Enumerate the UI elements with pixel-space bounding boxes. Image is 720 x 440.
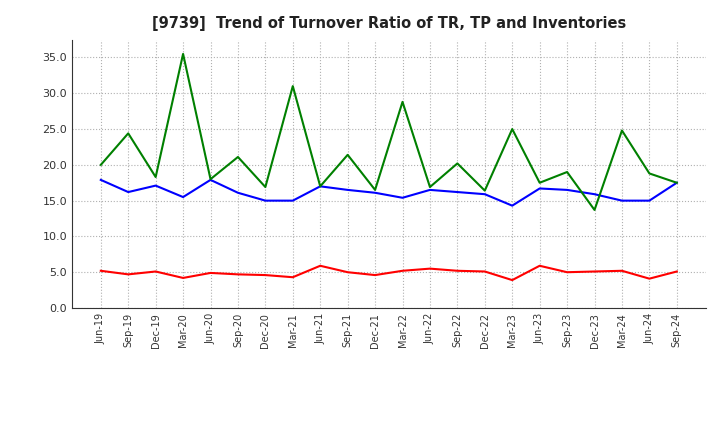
Inventories bbox=[618, 128, 626, 133]
Trade Payables bbox=[316, 183, 325, 189]
Trade Payables bbox=[480, 191, 489, 197]
Trade Payables bbox=[618, 198, 626, 203]
Line: Inventories: Inventories bbox=[101, 54, 677, 210]
Trade Payables bbox=[672, 180, 681, 185]
Trade Payables bbox=[151, 183, 160, 188]
Trade Receivables bbox=[672, 269, 681, 274]
Trade Payables bbox=[371, 190, 379, 195]
Inventories bbox=[261, 184, 270, 190]
Inventories bbox=[151, 174, 160, 180]
Trade Receivables bbox=[508, 278, 516, 283]
Trade Receivables bbox=[453, 268, 462, 273]
Trade Receivables bbox=[480, 269, 489, 274]
Inventories bbox=[453, 161, 462, 166]
Trade Receivables bbox=[124, 272, 132, 277]
Trade Receivables bbox=[536, 263, 544, 268]
Trade Receivables bbox=[96, 268, 105, 273]
Trade Receivables bbox=[233, 272, 242, 277]
Trade Receivables bbox=[371, 272, 379, 278]
Inventories bbox=[371, 187, 379, 193]
Trade Payables bbox=[343, 187, 352, 193]
Trade Receivables bbox=[179, 275, 187, 281]
Inventories bbox=[426, 184, 434, 190]
Inventories bbox=[124, 131, 132, 136]
Trade Receivables bbox=[151, 269, 160, 274]
Trade Payables bbox=[645, 198, 654, 203]
Trade Receivables bbox=[563, 270, 572, 275]
Inventories bbox=[672, 180, 681, 185]
Line: Trade Payables: Trade Payables bbox=[101, 180, 677, 205]
Trade Payables bbox=[289, 198, 297, 203]
Inventories bbox=[536, 180, 544, 185]
Trade Payables bbox=[426, 187, 434, 193]
Inventories bbox=[508, 126, 516, 132]
Inventories bbox=[563, 169, 572, 175]
Trade Payables bbox=[563, 187, 572, 193]
Trade Payables bbox=[206, 177, 215, 183]
Inventories bbox=[316, 183, 325, 189]
Trade Payables bbox=[398, 195, 407, 200]
Inventories bbox=[179, 51, 187, 57]
Line: Trade Receivables: Trade Receivables bbox=[101, 266, 677, 280]
Trade Payables bbox=[590, 191, 599, 197]
Trade Receivables bbox=[316, 263, 325, 268]
Trade Receivables bbox=[206, 270, 215, 275]
Trade Receivables bbox=[343, 270, 352, 275]
Trade Payables bbox=[96, 177, 105, 183]
Inventories bbox=[480, 188, 489, 193]
Trade Payables bbox=[508, 203, 516, 208]
Trade Receivables bbox=[645, 276, 654, 281]
Trade Payables bbox=[179, 194, 187, 200]
Inventories bbox=[398, 99, 407, 105]
Trade Receivables bbox=[398, 268, 407, 273]
Trade Receivables bbox=[289, 275, 297, 280]
Trade Receivables bbox=[261, 272, 270, 278]
Trade Payables bbox=[124, 189, 132, 194]
Title: [9739]  Trend of Turnover Ratio of TR, TP and Inventories: [9739] Trend of Turnover Ratio of TR, TP… bbox=[152, 16, 626, 32]
Inventories bbox=[206, 176, 215, 182]
Trade Payables bbox=[233, 190, 242, 195]
Inventories bbox=[96, 162, 105, 168]
Trade Receivables bbox=[618, 268, 626, 273]
Inventories bbox=[645, 171, 654, 176]
Inventories bbox=[289, 84, 297, 89]
Trade Receivables bbox=[590, 269, 599, 274]
Trade Payables bbox=[536, 186, 544, 191]
Trade Receivables bbox=[426, 266, 434, 271]
Trade Payables bbox=[261, 198, 270, 203]
Inventories bbox=[343, 152, 352, 158]
Inventories bbox=[233, 154, 242, 160]
Inventories bbox=[590, 207, 599, 213]
Trade Payables bbox=[453, 189, 462, 194]
